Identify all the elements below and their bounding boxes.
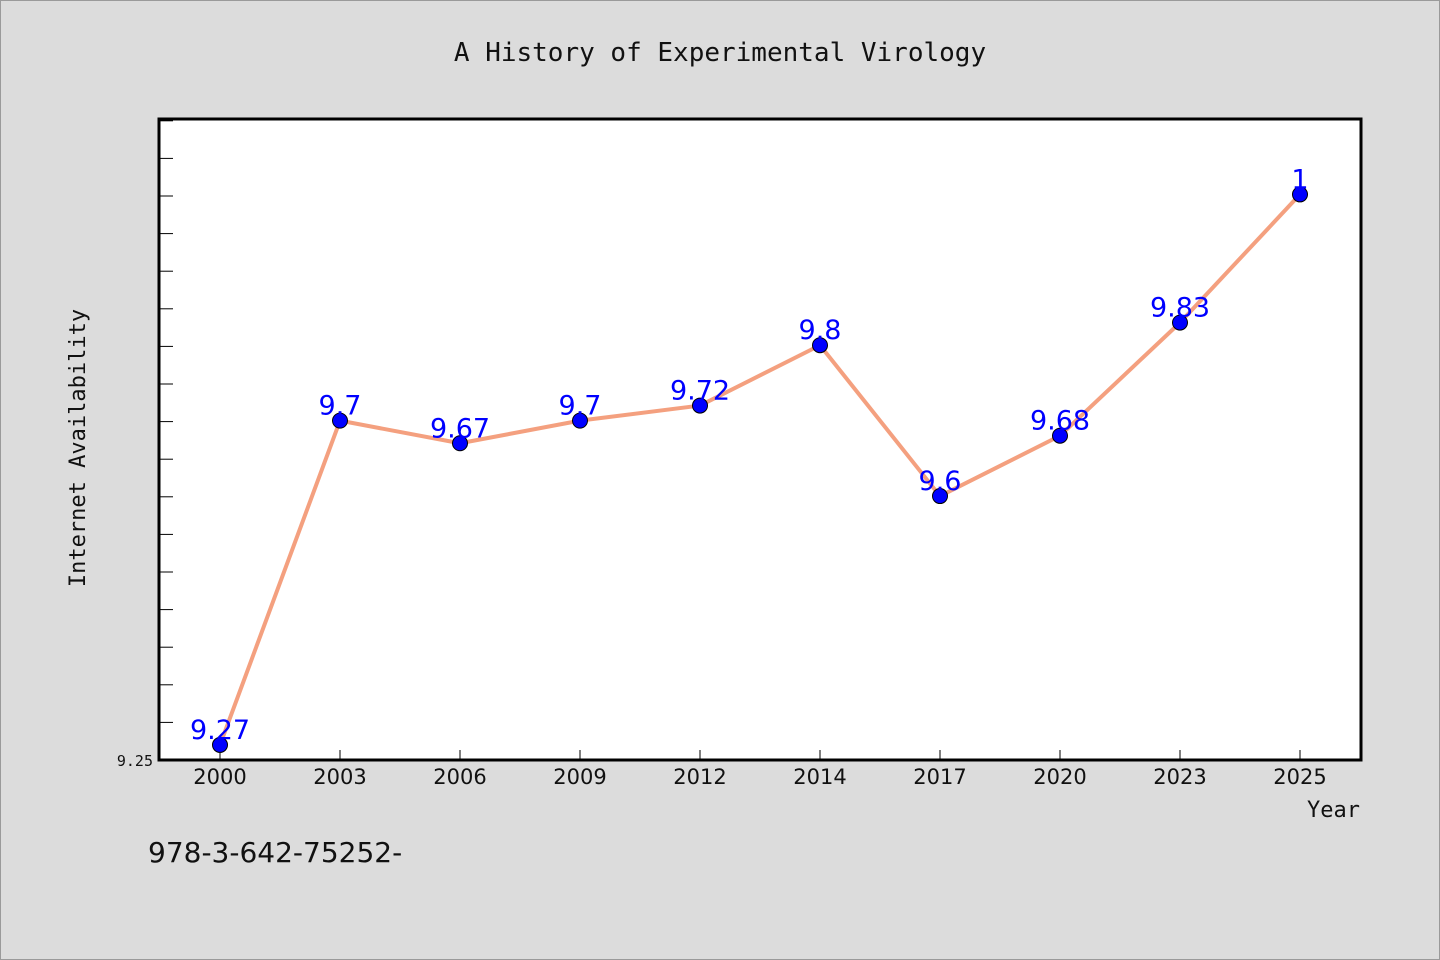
data-label: 9.68 <box>1030 406 1090 437</box>
x-tick-label: 2023 <box>1153 765 1206 789</box>
x-tick-label: 2003 <box>313 765 366 789</box>
data-point <box>332 412 348 429</box>
data-labels: 9.27 9.7 9.67 9.7 9.72 9.8 9.6 9.68 9.83 1 <box>190 164 1309 746</box>
series-line <box>218 192 1302 747</box>
data-label: 9.27 <box>190 715 250 746</box>
x-tick-label: 2006 <box>433 765 486 789</box>
data-point <box>1172 314 1188 331</box>
data-label: 9.7 <box>559 391 602 422</box>
x-axis-tick-labels: 2000 2003 2006 2009 2012 2014 2017 2020 2023 2025 <box>193 765 1326 789</box>
footer-text: 978-3-642-75252- <box>148 836 402 869</box>
data-point <box>1292 186 1308 203</box>
data-label: 9.67 <box>430 413 490 444</box>
plot-area <box>157 117 1363 762</box>
y-axis-ticks <box>159 120 173 761</box>
x-tick-label: 2014 <box>793 765 846 789</box>
chart-title: A History of Experimental Virology <box>454 38 986 68</box>
data-point <box>452 435 468 452</box>
x-tick-label: 2012 <box>673 765 726 789</box>
x-tick-label: 2009 <box>553 765 606 789</box>
data-point <box>692 397 708 414</box>
data-point <box>572 412 588 429</box>
x-axis-label: Year <box>1307 798 1360 823</box>
x-tick-label: 2020 <box>1033 765 1086 789</box>
data-point <box>212 736 228 753</box>
y-tick-label: 9.25 <box>117 752 153 770</box>
data-label: 9.8 <box>799 315 842 346</box>
data-points <box>212 186 1308 753</box>
data-point <box>1052 427 1068 444</box>
data-label: 9.72 <box>670 376 730 407</box>
data-point <box>812 337 828 354</box>
data-label: 9.7 <box>319 391 362 422</box>
data-point <box>932 488 948 505</box>
x-tick-label: 2025 <box>1273 765 1326 789</box>
y-axis-label: Internet Availability <box>66 309 91 587</box>
data-label: 1 <box>1291 164 1308 195</box>
data-label: 9.6 <box>919 466 962 497</box>
x-tick-label: 2017 <box>913 765 966 789</box>
data-label: 9.83 <box>1150 293 1210 324</box>
x-tick-label: 2000 <box>193 765 246 789</box>
